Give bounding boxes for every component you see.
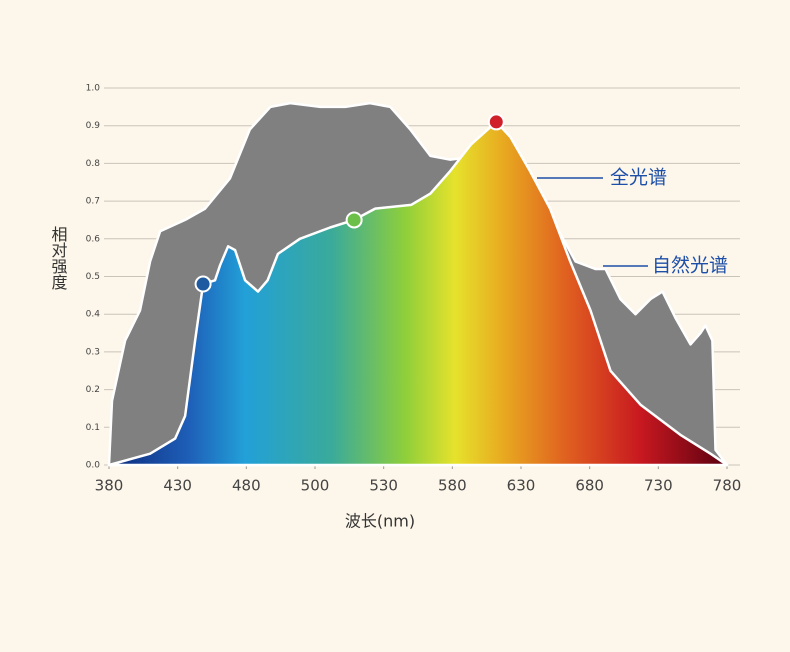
y-tick-label: 0.9 xyxy=(86,121,101,131)
x-tick-label: 530 xyxy=(369,477,398,495)
highlight-dot xyxy=(345,211,363,229)
y-tick-label: 0.6 xyxy=(86,234,101,244)
y-tick-label: 0.5 xyxy=(86,272,100,282)
y-tick-label: 0.2 xyxy=(86,385,100,395)
x-tick-label: 500 xyxy=(301,477,330,495)
x-tick-label: 580 xyxy=(438,477,467,495)
legend-label: 自然光谱 xyxy=(652,255,728,277)
x-axis-label: 波长(nm) xyxy=(345,512,415,531)
y-tick-label: 1.0 xyxy=(86,84,101,94)
x-tick-label: 380 xyxy=(95,477,124,495)
y-tick-label: 0.1 xyxy=(86,423,100,433)
highlight-dot xyxy=(194,275,212,293)
y-tick-label: 0.7 xyxy=(86,197,100,207)
x-tick-label: 730 xyxy=(644,477,673,495)
y-tick-label: 0.3 xyxy=(86,347,100,357)
x-tick-label: 780 xyxy=(713,477,742,495)
x-tick-label: 480 xyxy=(232,477,261,495)
y-tick-label: 0.4 xyxy=(86,310,101,320)
y-tick-label: 0.8 xyxy=(86,159,101,169)
x-tick-label: 680 xyxy=(575,477,604,495)
legend-label: 全光谱 xyxy=(610,167,667,189)
y-tick-label: 0.0 xyxy=(86,461,101,471)
x-tick-label: 430 xyxy=(163,477,192,495)
highlight-dot xyxy=(487,113,505,131)
y-axis-label: 相对强度 xyxy=(49,226,68,290)
x-tick-label: 630 xyxy=(507,477,536,495)
